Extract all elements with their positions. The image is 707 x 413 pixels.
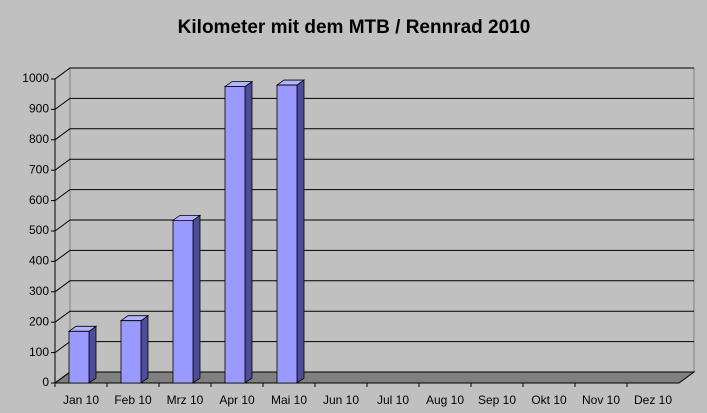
y-tick-label: 700 bbox=[29, 162, 49, 176]
x-tick-label: Nov 10 bbox=[582, 393, 620, 407]
x-tick-label: Jan 10 bbox=[63, 393, 99, 407]
bar-side bbox=[296, 79, 305, 384]
bar-front bbox=[172, 219, 194, 384]
grid-line bbox=[54, 249, 694, 262]
grid-line bbox=[54, 189, 694, 202]
grid-line bbox=[54, 97, 694, 110]
bar-front bbox=[68, 330, 90, 384]
bar-side bbox=[88, 325, 97, 384]
bar-side bbox=[140, 314, 149, 384]
x-tick-label: Dez 10 bbox=[634, 393, 672, 407]
y-tick-label: 800 bbox=[29, 132, 49, 146]
bar-front bbox=[120, 320, 142, 384]
bar bbox=[223, 80, 254, 384]
x-tick-label: Okt 10 bbox=[531, 393, 567, 407]
x-tick-label: Jun 10 bbox=[323, 393, 359, 407]
grid-line bbox=[54, 310, 694, 323]
x-tick-label: Mai 10 bbox=[271, 393, 307, 407]
bar-front bbox=[224, 86, 246, 384]
x-tick-label: Aug 10 bbox=[426, 393, 464, 407]
bar bbox=[119, 314, 150, 384]
grid-line bbox=[54, 128, 694, 141]
grid-line bbox=[54, 219, 694, 232]
y-tick-label: 900 bbox=[29, 102, 49, 116]
x-tick-label: Apr 10 bbox=[219, 393, 255, 407]
y-tick-label: 400 bbox=[29, 254, 49, 268]
chart-title: Kilometer mit dem MTB / Rennrad 2010 bbox=[178, 17, 531, 38]
bar-side bbox=[192, 214, 201, 384]
y-tick-label: 1000 bbox=[22, 71, 49, 85]
y-tick-label: 0 bbox=[42, 375, 49, 389]
y-tick-label: 200 bbox=[29, 314, 49, 328]
y-tick-label: 500 bbox=[29, 223, 49, 237]
y-tick-label: 100 bbox=[29, 345, 49, 359]
bar bbox=[275, 79, 306, 384]
grid-line bbox=[54, 280, 694, 293]
floor bbox=[53, 371, 696, 384]
grid-line bbox=[54, 158, 694, 171]
x-tick-label: Jul 10 bbox=[377, 393, 409, 407]
x-tick-label: Feb 10 bbox=[114, 393, 152, 407]
bar bbox=[171, 214, 202, 384]
x-tick-label: Mrz 10 bbox=[167, 393, 204, 407]
bar-side bbox=[244, 80, 253, 384]
grid-line bbox=[54, 67, 694, 80]
x-tick-label: Sep 10 bbox=[478, 393, 516, 407]
y-tick-label: 600 bbox=[29, 193, 49, 207]
bar bbox=[67, 325, 98, 384]
y-tick-label: 300 bbox=[29, 284, 49, 298]
bar-front bbox=[276, 84, 298, 384]
